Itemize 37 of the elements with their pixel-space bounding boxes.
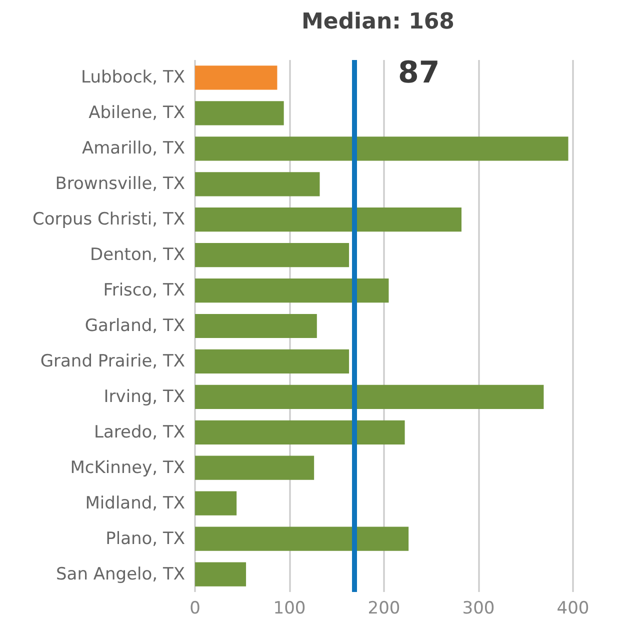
x-tick-label: 100 [273,598,306,618]
bar [195,172,320,196]
bar [195,384,544,409]
y-tick-label: Garland, TX [84,316,186,336]
annotation: 87 [398,56,440,90]
y-tick-label: Corpus Christi, TX [32,210,186,230]
bar [195,420,405,444]
bar [195,208,462,232]
bar [195,562,246,586]
bar [195,491,237,516]
y-tick-label: Amarillo, TX [82,138,186,159]
bar [195,349,350,374]
y-tick-label: Plano, TX [106,528,186,549]
x-tick-label: 200 [368,598,400,618]
bar [195,66,278,90]
y-tick-label: Frisco, TX [103,280,186,301]
y-tick-label: McKinney, TX [70,458,186,478]
y-tick-label: Grand Prairie, TX [40,351,186,372]
bar [195,526,409,551]
y-tick-label: Abilene, TX [88,103,186,124]
y-tick-label: Denton, TX [90,245,186,266]
y-tick-label: Brownsville, TX [55,174,186,194]
x-tick-label: 300 [462,598,495,618]
bar [195,456,314,480]
bar [195,314,317,338]
x-tick-label: 0 [190,598,200,618]
y-tick-label: Midland, TX [85,493,186,514]
bar [195,136,568,161]
bar [195,101,284,126]
y-tick-label: Irving, TX [104,386,186,407]
y-tick-label: Lubbock, TX [81,68,186,88]
chart-title: Median: 168 [302,10,454,34]
y-tick-label: San Angelo, TX [56,564,186,584]
y-tick-label: Laredo, TX [94,422,186,442]
x-tick-label: 400 [556,598,590,618]
bar [195,243,350,268]
bar [195,278,389,303]
